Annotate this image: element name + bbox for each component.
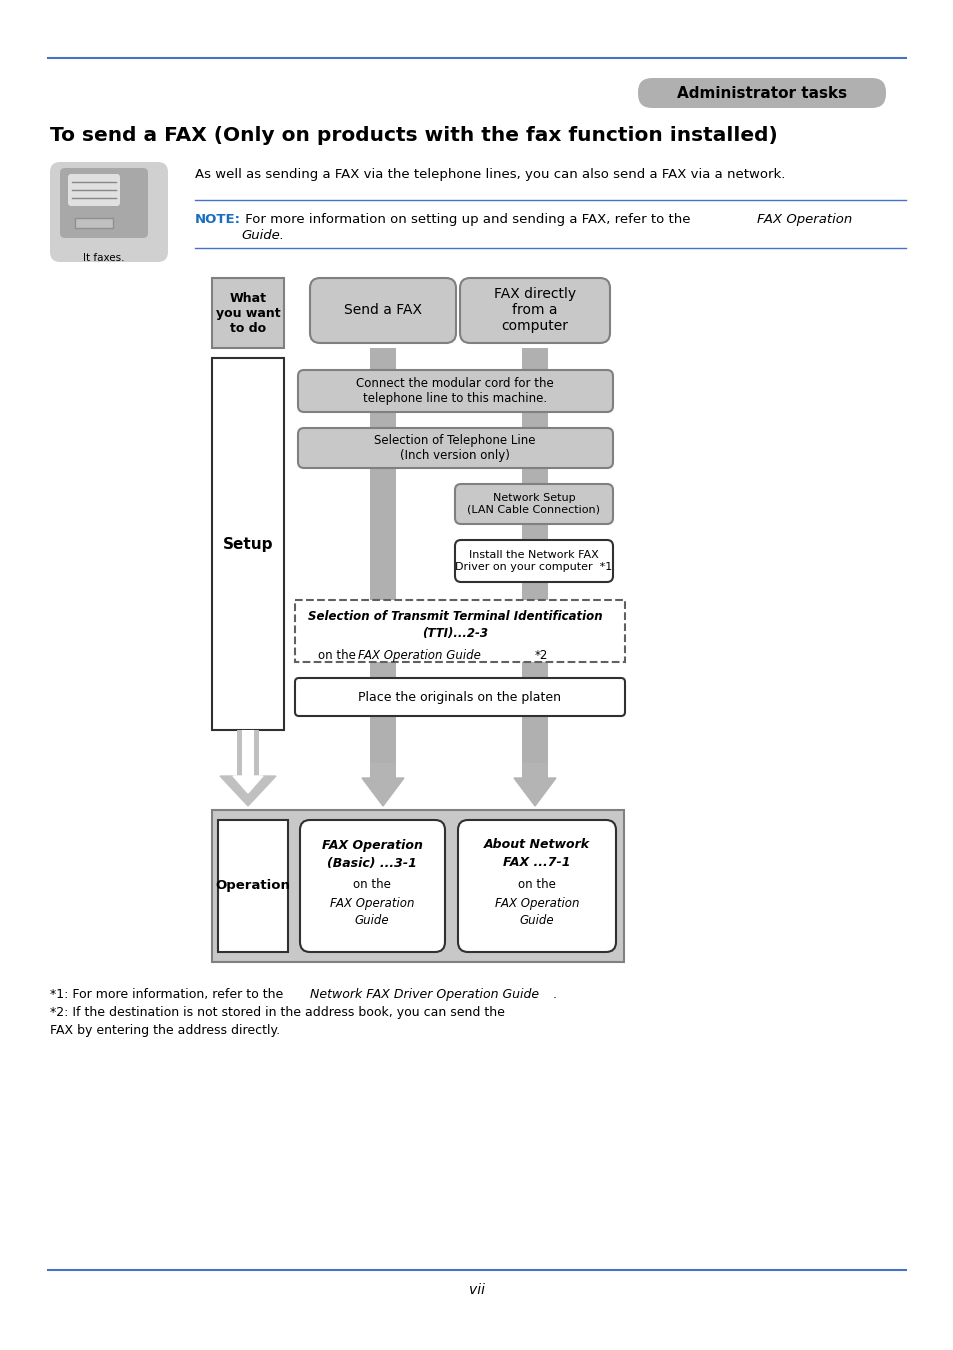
Text: (Basic) ...3-1: (Basic) ...3-1: [327, 856, 416, 869]
FancyBboxPatch shape: [455, 485, 613, 524]
Text: To send a FAX (Only on products with the fax function installed): To send a FAX (Only on products with the…: [50, 126, 777, 144]
FancyBboxPatch shape: [455, 540, 613, 582]
Polygon shape: [514, 778, 556, 806]
Text: on the: on the: [353, 879, 391, 891]
Text: FAX Operation: FAX Operation: [330, 896, 414, 910]
Text: Guide: Guide: [519, 914, 554, 927]
Text: on the: on the: [317, 649, 359, 662]
Text: Network Setup
(LAN Cable Connection): Network Setup (LAN Cable Connection): [467, 493, 599, 514]
Text: Setup: Setup: [222, 536, 273, 552]
Text: (TTI)...2-3: (TTI)...2-3: [421, 628, 488, 640]
Text: *1: For more information, refer to the: *1: For more information, refer to the: [50, 988, 287, 1000]
Text: Place the originals on the platen: Place the originals on the platen: [358, 690, 561, 703]
Text: FAX by entering the address directly.: FAX by entering the address directly.: [50, 1025, 280, 1037]
Bar: [237, 730, 258, 776]
FancyBboxPatch shape: [50, 162, 168, 262]
Text: As well as sending a FAX via the telephone lines, you can also send a FAX via a : As well as sending a FAX via the telepho…: [194, 167, 784, 181]
Text: Guide.: Guide.: [241, 230, 284, 242]
Bar: [212, 358, 284, 730]
Text: FAX ...7-1: FAX ...7-1: [503, 856, 570, 869]
Bar: [370, 348, 395, 763]
Text: *2: If the destination is not stored in the address book, you can send the: *2: If the destination is not stored in …: [50, 1006, 504, 1019]
FancyBboxPatch shape: [297, 370, 613, 412]
Polygon shape: [220, 776, 275, 806]
Bar: [294, 599, 624, 662]
Text: NOTE:: NOTE:: [194, 213, 241, 225]
Text: Selection of Telephone Line
(Inch version only): Selection of Telephone Line (Inch versio…: [374, 433, 536, 462]
Bar: [242, 730, 253, 776]
Text: vii: vii: [469, 1282, 484, 1297]
Text: Guide: Guide: [355, 914, 389, 927]
Bar: [521, 763, 547, 778]
FancyBboxPatch shape: [457, 819, 616, 952]
Text: It faxes.: It faxes.: [83, 252, 125, 263]
Text: FAX Operation Guide: FAX Operation Guide: [357, 649, 480, 662]
Bar: [75, 217, 112, 228]
Text: Selection of Transmit Terminal Identification: Selection of Transmit Terminal Identific…: [308, 610, 601, 624]
Text: on the: on the: [517, 879, 556, 891]
Bar: [212, 278, 284, 348]
FancyBboxPatch shape: [60, 167, 148, 238]
Polygon shape: [361, 778, 403, 806]
FancyBboxPatch shape: [459, 278, 609, 343]
Text: Connect the modular cord for the
telephone line to this machine.: Connect the modular cord for the telepho…: [355, 377, 554, 405]
Text: Network FAX Driver Operation Guide: Network FAX Driver Operation Guide: [310, 988, 538, 1000]
Text: Administrator tasks: Administrator tasks: [677, 85, 846, 100]
Bar: [370, 763, 395, 778]
Bar: [521, 348, 547, 763]
Bar: [218, 819, 288, 952]
Text: FAX Operation: FAX Operation: [321, 838, 422, 852]
Text: For more information on setting up and sending a FAX, refer to the: For more information on setting up and s…: [241, 213, 694, 225]
FancyBboxPatch shape: [310, 278, 456, 343]
Text: Install the Network FAX
Driver on your computer  *1: Install the Network FAX Driver on your c…: [455, 551, 612, 572]
Text: FAX Operation: FAX Operation: [495, 896, 578, 910]
Text: *2: *2: [535, 649, 548, 662]
Text: Send a FAX: Send a FAX: [344, 302, 421, 317]
Text: About Network: About Network: [483, 838, 590, 852]
Text: FAX directly
from a
computer: FAX directly from a computer: [494, 286, 576, 333]
Bar: [212, 810, 623, 963]
FancyBboxPatch shape: [68, 174, 120, 207]
Polygon shape: [233, 776, 263, 792]
Text: What
you want
to do: What you want to do: [215, 292, 280, 335]
FancyBboxPatch shape: [299, 819, 444, 952]
Text: Operation: Operation: [215, 879, 290, 892]
FancyBboxPatch shape: [638, 78, 885, 108]
FancyBboxPatch shape: [294, 678, 624, 716]
FancyBboxPatch shape: [297, 428, 613, 468]
Text: .: .: [553, 988, 557, 1000]
Text: FAX Operation: FAX Operation: [757, 213, 851, 225]
